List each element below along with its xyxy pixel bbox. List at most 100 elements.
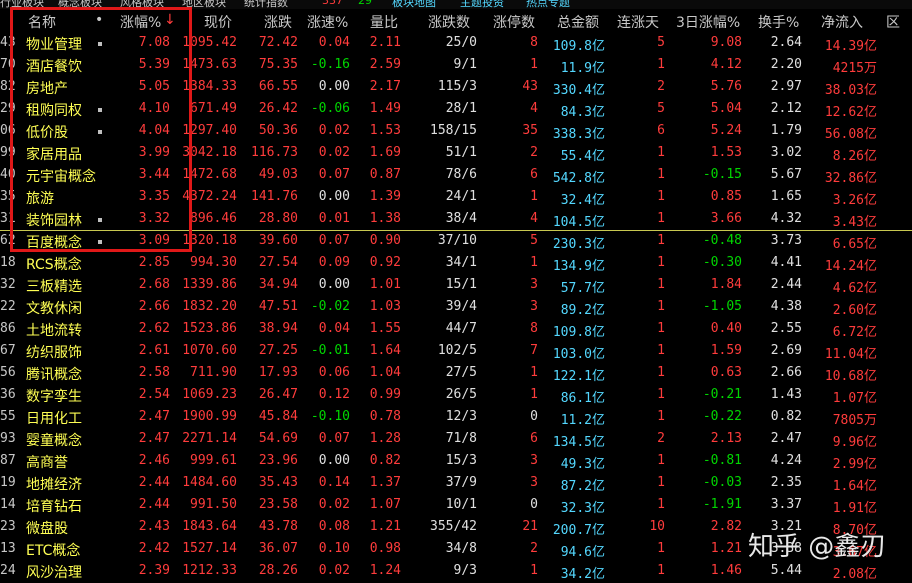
table-row[interactable]: 22 文教休闲 2.66 1832.20 47.51 -0.02 1.03 39/4 3 89.2… (0, 297, 912, 319)
column-header[interactable]: 名称 (28, 15, 56, 31)
sector-name[interactable]: 酒店餐饮 (26, 59, 82, 75)
table-row[interactable]: 23 微盘股 2.43 1843.64 43.78 0.08 1.21 355/42 21 200… (0, 517, 912, 539)
category-tab[interactable]: 主题投资 (460, 0, 504, 9)
row-code: 86 (0, 321, 16, 336)
sector-name[interactable]: 地摊经济 (26, 477, 82, 493)
cell-flow: 8.26亿 (832, 149, 877, 164)
sector-name[interactable]: 三板精选 (26, 279, 82, 295)
sector-name[interactable]: 元宇宙概念 (26, 169, 96, 185)
cell-ud: 27/5 (445, 365, 477, 380)
table-row[interactable]: 82 房地产 5.05 1384.33 66.55 0.00 2.17 115/3 43 330.… (0, 77, 912, 99)
column-header[interactable]: 涨幅% (120, 15, 162, 31)
cell-price: 1297.40 (182, 123, 237, 138)
column-header[interactable]: 现价 (204, 15, 232, 31)
cell-days: 1 (657, 497, 665, 512)
table-row[interactable]: 99 家居用品 3.99 3042.18 116.73 0.02 1.69 51/1 2 55.4… (0, 143, 912, 165)
sector-name[interactable]: 日用化工 (26, 411, 82, 427)
column-header[interactable]: 区 (886, 15, 900, 31)
cell-ud: 71/8 (445, 431, 477, 446)
category-tab[interactable]: 统计指数 (244, 0, 288, 9)
column-header[interactable]: 净流入 (821, 15, 863, 31)
table-row[interactable]: 87 高商誉 2.46 999.61 23.96 0.00 0.82 15/3 3 49.3亿 1 -… (0, 451, 912, 473)
cell-chg: 54.69 (258, 431, 298, 446)
cell-vr: 1.21 (369, 519, 401, 534)
cell-limit: 21 (522, 519, 538, 534)
cell-flow: 38.03亿 (824, 83, 877, 98)
sector-name[interactable]: 腾讯概念 (26, 367, 82, 383)
table-row[interactable]: 06 低价股 4.04 1297.40 50.36 0.02 1.53 158/15 35 338… (0, 121, 912, 143)
row-code: 35 (0, 189, 16, 204)
column-header[interactable]: 总金额 (557, 15, 599, 31)
table-row[interactable]: 31 装饰园林 3.32 896.46 28.80 0.01 1.38 38/4 4 104.5亿… (0, 209, 912, 231)
sector-name[interactable]: ETC概念 (26, 543, 81, 559)
cell-price: 1832.20 (182, 299, 237, 314)
sector-name[interactable]: 旅游 (26, 191, 54, 207)
sector-name[interactable]: 婴童概念 (26, 433, 82, 449)
column-header[interactable]: 量比 (370, 15, 398, 31)
category-tab[interactable]: 板块地图 (392, 0, 436, 9)
sector-name[interactable]: 低价股 (26, 125, 68, 141)
cell-ud: 26/5 (445, 387, 477, 402)
sector-name[interactable]: 家居用品 (26, 147, 82, 163)
category-tab[interactable]: 337 (322, 0, 343, 7)
sector-name[interactable]: 百度概念 (26, 235, 82, 251)
sector-name[interactable]: 培育钻石 (26, 499, 82, 515)
table-row[interactable]: 13 ETC概念 2.42 1527.14 36.07 0.10 0.98 34/8 2 94.6… (0, 539, 912, 561)
table-row[interactable]: 24 风沙治理 2.39 1212.33 28.26 0.02 1.24 9/3 1 34.2亿 1… (0, 561, 912, 583)
category-tab[interactable]: 风格板块 (120, 0, 164, 9)
table-row[interactable]: 62 百度概念 3.09 1320.18 39.60 0.07 0.90 37/10 5 230.… (0, 231, 912, 253)
cell-speed: 0.07 (318, 431, 350, 446)
table-row[interactable]: 93 婴童概念 2.47 2271.14 54.69 0.07 1.28 71/8 6 134.5… (0, 429, 912, 451)
table-row[interactable]: 86 土地流转 2.62 1523.86 38.94 0.04 1.55 44/7 8 109.8… (0, 319, 912, 341)
sector-name[interactable]: 土地流转 (26, 323, 82, 339)
column-header[interactable]: 3日涨幅% (676, 15, 741, 31)
table-row[interactable]: 18 RCS概念 2.85 994.30 27.54 0.09 0.92 34/1 1 134.9… (0, 253, 912, 275)
column-header[interactable]: 涨速% (307, 15, 349, 31)
cell-days: 1 (657, 255, 665, 270)
table-row[interactable]: 32 三板精选 2.68 1339.86 34.94 0.00 1.01 15/1 3 57.7亿… (0, 275, 912, 297)
table-row[interactable]: 14 培育钻石 2.44 991.50 23.58 0.02 1.07 10/1 0 32.3亿 1… (0, 495, 912, 517)
row-code: 99 (0, 145, 16, 160)
column-header[interactable]: 涨跌 (264, 15, 292, 31)
table-row[interactable]: 55 日用化工 2.47 1900.99 45.84 -0.10 0.78 12/3 0 11.2… (0, 407, 912, 429)
category-tab[interactable]: 概念板块 (58, 0, 102, 9)
cell-days: 6 (657, 123, 665, 138)
sector-name[interactable]: 物业管理 (26, 37, 82, 53)
column-header[interactable]: 换手% (758, 15, 800, 31)
sector-name[interactable]: 文教休闲 (26, 301, 82, 317)
cell-pct3: 1.46 (710, 563, 742, 578)
table-row[interactable]: 56 腾讯概念 2.58 711.90 17.93 0.06 1.04 27/5 1 122.1亿… (0, 363, 912, 385)
cell-price: 1070.60 (182, 343, 237, 358)
category-tab[interactable]: 29 (358, 0, 372, 7)
column-header[interactable]: 连涨天 (617, 15, 659, 31)
cell-pct3: -0.15 (702, 167, 742, 182)
table-row[interactable]: 35 旅游 3.35 4372.24 141.76 0.00 1.39 24/1 1 32.4亿 1… (0, 187, 912, 209)
sector-name[interactable]: 房地产 (26, 81, 68, 97)
cell-pct: 2.68 (138, 277, 170, 292)
table-row[interactable]: 40 元宇宙概念 3.44 1472.68 49.03 0.07 0.87 78/6 6 542.… (0, 165, 912, 187)
table-row[interactable]: 67 纺织服饰 2.61 1070.60 27.25 -0.01 1.64 102/5 7 103… (0, 341, 912, 363)
table-row[interactable]: 43 物业管理 7.08 1095.42 72.42 0.04 2.11 25/0 8 109.8… (0, 33, 912, 55)
cell-days: 5 (657, 35, 665, 50)
sector-name[interactable]: 高商誉 (26, 455, 68, 471)
sector-name[interactable]: 数字孪生 (26, 389, 82, 405)
column-header[interactable]: 涨停数 (493, 15, 535, 31)
sector-name[interactable]: 微盘股 (26, 521, 68, 537)
cell-pct: 4.04 (138, 123, 170, 138)
sector-name[interactable]: 纺织服饰 (26, 345, 82, 361)
cell-price: 1473.63 (182, 57, 237, 72)
sector-name[interactable]: 租购同权 (26, 103, 82, 119)
table-row[interactable]: 19 地摊经济 2.44 1484.60 35.43 0.14 1.37 37/9 3 87.2亿… (0, 473, 912, 495)
table-row[interactable]: 36 数字孪生 2.54 1069.23 26.47 0.12 0.99 26/5 1 86.1亿… (0, 385, 912, 407)
cell-speed: 0.04 (318, 321, 350, 336)
sector-name[interactable]: 风沙治理 (26, 565, 82, 581)
sector-name[interactable]: 装饰园林 (26, 213, 82, 229)
table-row[interactable]: 29 租购同权 4.10 671.49 26.42 -0.06 1.49 28/1 4 84.3亿… (0, 99, 912, 121)
table-row[interactable]: 70 酒店餐饮 5.39 1473.63 75.35 -0.16 2.59 9/1 1 11.9亿… (0, 55, 912, 77)
sector-name[interactable]: RCS概念 (26, 257, 82, 273)
column-header[interactable]: 涨跌数 (428, 15, 470, 31)
category-tab[interactable]: 地区板块 (182, 0, 226, 9)
category-tab[interactable]: 行业板块 (0, 0, 44, 9)
category-tab[interactable]: 热点专题 (526, 0, 570, 9)
cell-price: 1069.23 (182, 387, 237, 402)
